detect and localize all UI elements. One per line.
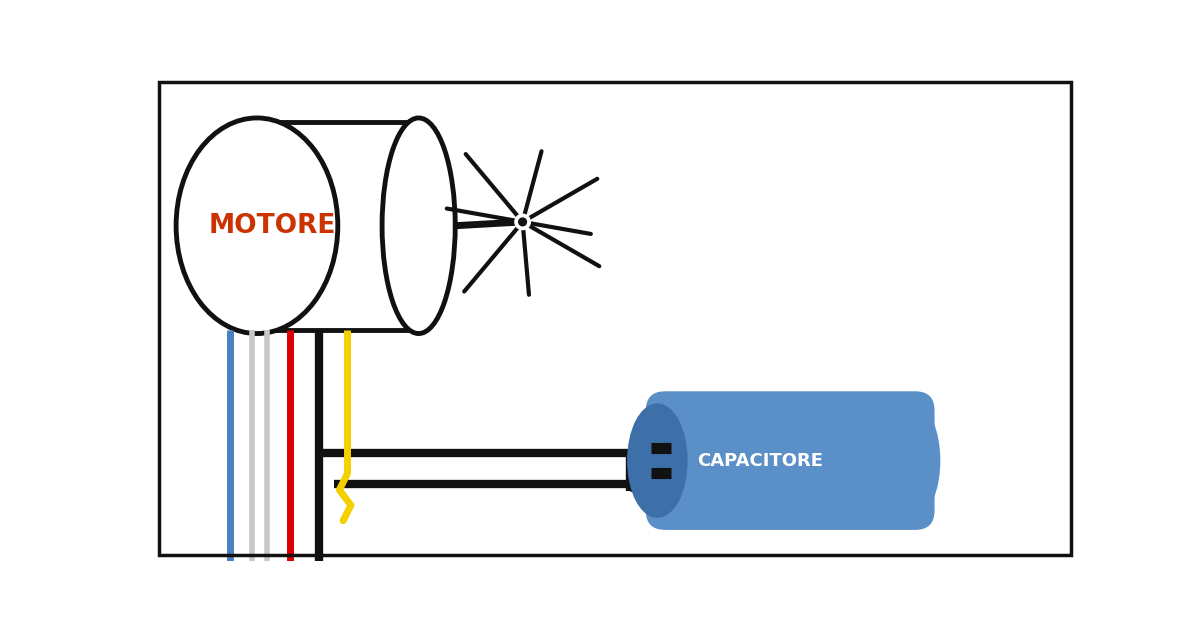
- Circle shape: [515, 214, 530, 229]
- Bar: [257, 122, 419, 329]
- Ellipse shape: [890, 404, 941, 517]
- Ellipse shape: [176, 118, 338, 333]
- Text: CAPACITORE: CAPACITORE: [697, 452, 823, 469]
- Ellipse shape: [629, 404, 686, 517]
- Text: MOTORE: MOTORE: [209, 213, 336, 239]
- Circle shape: [518, 218, 527, 226]
- Ellipse shape: [382, 118, 455, 333]
- FancyBboxPatch shape: [646, 391, 935, 530]
